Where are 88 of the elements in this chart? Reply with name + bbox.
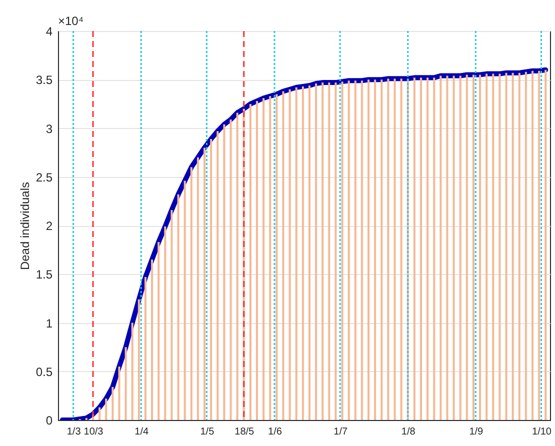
bar [426,78,429,420]
x-tick-label: 1/6 [268,426,282,438]
bar [196,157,199,420]
bar [420,78,422,420]
bar [276,94,278,420]
bar [452,76,455,420]
bar [459,76,462,420]
bar [236,112,238,420]
bar [164,226,166,420]
bar [354,80,356,420]
y-tick-label: 3 [46,122,53,136]
bar [204,148,206,420]
text: ×10⁴ [58,14,84,28]
bar [498,74,501,420]
bar [105,398,108,420]
bar [170,210,173,420]
bar [413,78,416,420]
bar [400,78,402,420]
bar [360,80,363,420]
x-tick-label: 1/10 [532,426,552,438]
bar [466,74,468,420]
y-tick-label: 2.5 [36,170,53,184]
bar [158,242,160,420]
y-tick-label: 3.5 [36,73,53,88]
bar [262,98,265,420]
bar [387,78,390,420]
bar [368,80,370,420]
x-tick-label: 1/7 [334,426,348,438]
bar [124,347,127,420]
bar [374,80,376,420]
bar [446,76,448,420]
bar [505,72,508,420]
bar [394,78,396,420]
bar [315,84,318,420]
bar [433,78,436,420]
y-tick-label: 0 [46,414,53,428]
y-tick-label: 1.5 [36,268,53,282]
bar [348,80,350,420]
bar [190,167,192,420]
x-tick-label: 1/5 [200,426,215,438]
bar [118,366,120,420]
bar [210,138,212,420]
bar [144,277,146,420]
bar [308,85,310,420]
y-tick-label: 2 [46,219,53,233]
x-tick-label: 18/5 [234,426,255,438]
bar [532,70,534,420]
bar [322,82,324,420]
bar [380,80,383,420]
bar [538,70,540,420]
bar [112,386,114,420]
bar [302,86,304,420]
bar [256,101,258,420]
bar [177,194,180,420]
bar [472,74,474,420]
bar [138,299,140,420]
bar [295,87,298,420]
bar [288,89,291,420]
bar [328,82,330,420]
bar [269,96,272,420]
x-tick-label: 1/3 [66,426,82,438]
bar [151,260,154,420]
bar [492,74,494,420]
bar [282,91,284,420]
bar [184,180,186,420]
x-tick-label: 1/4 [134,426,149,438]
bar [341,82,344,420]
y-tick-label: 1 [46,316,53,330]
bar [486,74,488,420]
bar [334,82,337,420]
bar [249,104,252,420]
bar [230,120,232,420]
bar [479,74,482,420]
x-tick-label: 1/8 [401,426,416,438]
y-tick-label: 4 [46,24,53,38]
x-tick-label: 10/3 [84,426,104,438]
bar [131,322,134,420]
bar [223,124,226,420]
bar [524,72,527,420]
bar [216,131,219,420]
y-tick-label: 0.5 [36,364,53,379]
bar [98,407,101,420]
bar [440,76,442,420]
bar [512,72,514,420]
bar [544,70,547,420]
y-axis-title: Dead individuals [18,182,32,270]
bar [518,72,520,420]
x-tick-label: 1/9 [469,426,484,438]
